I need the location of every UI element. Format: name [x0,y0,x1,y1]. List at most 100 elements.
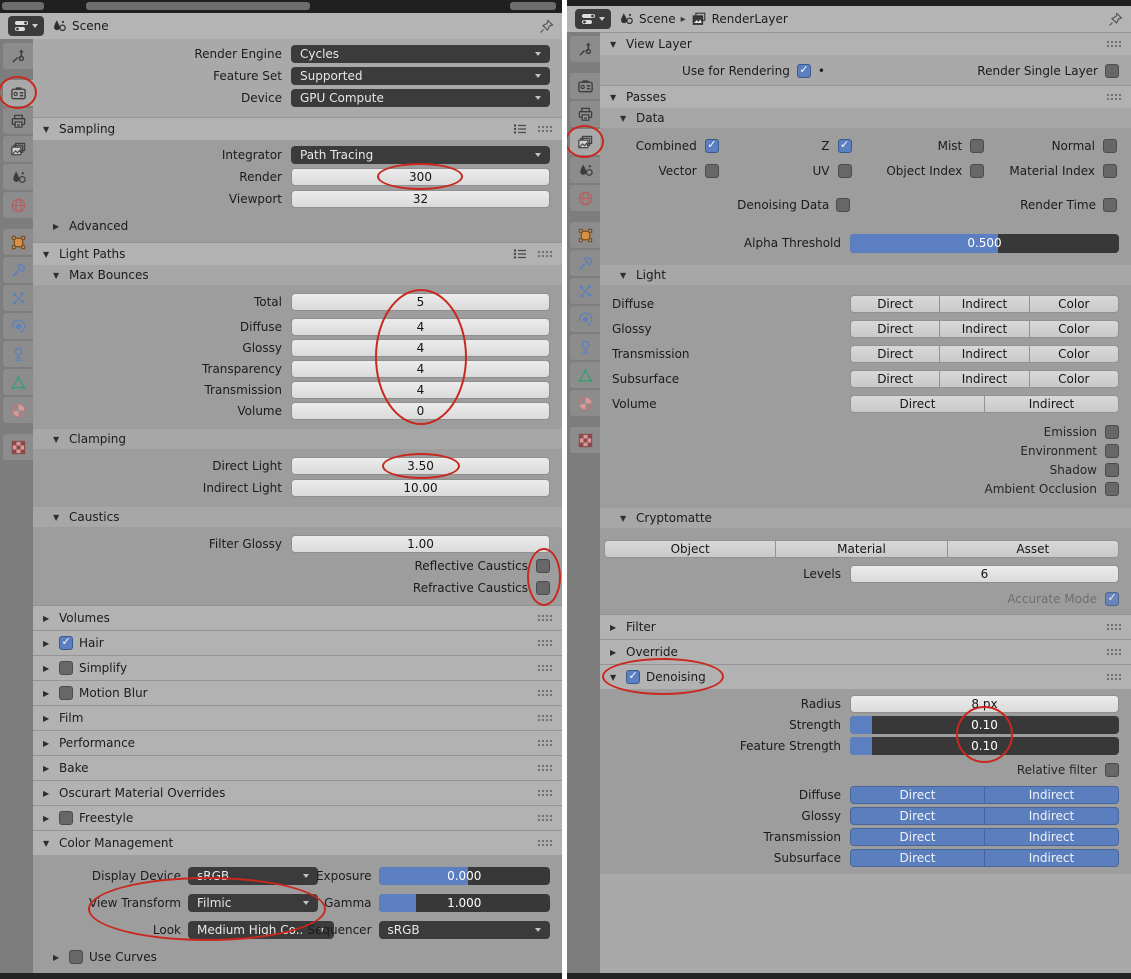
transparency-bounces-field[interactable]: 4 [291,360,550,378]
subsurface-direct-button[interactable]: Direct [850,369,941,388]
normal-checkbox[interactable] [1103,139,1117,153]
transmission-bounces-field[interactable]: 4 [291,381,550,399]
render-single-layer-checkbox[interactable] [1105,64,1119,78]
simplify-panel-header[interactable]: ▶ Simplify [33,655,562,680]
tab-view-layer-properties[interactable] [3,136,33,162]
tab-modifier-properties[interactable] [3,257,33,283]
tab-object-properties[interactable] [3,229,33,255]
drag-grip-icon[interactable] [537,125,552,133]
device-select[interactable]: GPU Compute [291,89,550,107]
integrator-select[interactable]: Path Tracing [291,146,550,164]
caustics-subpanel-header[interactable]: ▼ Caustics [33,507,562,527]
drag-grip-icon[interactable] [537,739,552,747]
diffuse-color-button[interactable]: Color [1028,294,1119,313]
clamping-subpanel-header[interactable]: ▼ Clamping [33,429,562,449]
drag-grip-icon[interactable] [1106,623,1121,631]
drag-grip-icon[interactable] [537,664,552,672]
tab-object-data-properties[interactable] [570,362,600,388]
tab-particle-properties[interactable] [3,285,33,311]
diffuse-bounces-field[interactable]: 4 [291,318,550,336]
filter-glossy-field[interactable]: 1.00 [291,535,550,553]
total-field[interactable]: 5 [291,293,550,311]
tab-tool[interactable] [3,43,33,69]
tab-texture-properties[interactable] [3,434,33,460]
feature-set-select[interactable]: Supported [291,67,550,85]
tab-material-properties[interactable] [570,390,600,416]
extras-dot[interactable]: • [817,64,825,78]
volume-bounces-field[interactable]: 0 [291,402,550,420]
denoise-transmission-indirect-button[interactable]: Indirect [984,828,1119,846]
diffuse-direct-button[interactable]: Direct [850,294,941,313]
tab-tool[interactable] [570,36,600,62]
accurate-mode-checkbox[interactable] [1105,591,1119,606]
render-engine-select[interactable]: Cycles [291,45,550,63]
tab-particle-properties[interactable] [570,278,600,304]
tab-constraint-properties[interactable] [570,334,600,360]
drag-grip-icon[interactable] [537,250,552,258]
pin-icon[interactable] [1108,11,1123,27]
drag-grip-icon[interactable] [1106,673,1121,681]
drag-grip-icon[interactable] [537,789,552,797]
film-panel-header[interactable]: ▶ Film [33,705,562,730]
tab-world-properties[interactable] [3,192,33,218]
samples-viewport-field[interactable]: 32 [291,190,550,208]
samples-render-field[interactable]: 300 [291,168,550,186]
data-subpanel-header[interactable]: ▼ Data [600,108,1131,128]
drag-grip-icon[interactable] [537,614,552,622]
filter-panel-header[interactable]: ▶ Filter [600,614,1131,639]
tab-constraint-properties[interactable] [3,341,33,367]
z-checkbox[interactable] [837,138,852,153]
simplify-checkbox[interactable] [59,661,73,675]
render-time-checkbox[interactable] [1103,198,1117,212]
use-for-rendering-checkbox[interactable] [796,63,811,78]
tab-modifier-properties[interactable] [570,250,600,276]
cryptomatte-subpanel-header[interactable]: ▼ Cryptomatte [600,508,1131,528]
volume-indirect-button[interactable]: Indirect [984,394,1119,413]
light-subpanel-header[interactable]: ▼ Light [600,265,1131,285]
denoise-glossy-indirect-button[interactable]: Indirect [984,807,1119,825]
passes-panel-header[interactable]: ▼ Passes [600,85,1131,108]
strength-slider[interactable]: 0.10 [850,716,1119,734]
combined-checkbox[interactable] [704,138,719,153]
alpha-threshold-slider[interactable]: 0.500 [850,233,1119,253]
tab-material-properties[interactable] [3,397,33,423]
bake-panel-header[interactable]: ▶ Bake [33,755,562,780]
tab-output-properties[interactable] [570,101,600,127]
motion-blur-checkbox[interactable] [59,686,73,700]
display-device-select[interactable]: sRGB [188,867,318,885]
oscurart-material-overrides-panel-header[interactable]: ▶ Oscurart Material Overrides [33,780,562,805]
relative-filter-checkbox[interactable] [1105,762,1119,777]
denoise-subsurface-direct-button[interactable]: Direct [850,849,985,867]
tab-render-properties[interactable] [570,73,600,99]
drag-grip-icon[interactable] [537,639,552,647]
subsurface-indirect-button[interactable]: Indirect [939,369,1030,388]
freestyle-panel-header[interactable]: ▶ Freestyle [33,805,562,830]
tab-scene-properties[interactable] [570,157,600,183]
tab-object-properties[interactable] [570,222,600,248]
denoise-glossy-direct-button[interactable]: Direct [850,807,985,825]
glossy-indirect-button[interactable]: Indirect [939,319,1030,338]
diffuse-indirect-button[interactable]: Indirect [939,294,1030,313]
tab-object-data-properties[interactable] [3,369,33,395]
indirect-light-field[interactable]: 10.00 [291,479,550,497]
direct-light-field[interactable]: 3.50 [291,457,550,475]
exposure-slider[interactable]: 0.000 [378,867,550,885]
refractive-caustics-checkbox[interactable] [536,581,550,595]
denoising-checkbox[interactable] [626,669,640,684]
light-paths-panel-header[interactable]: ▼ Light Paths [33,242,562,265]
sampling-panel-header[interactable]: ▼ Sampling [33,117,562,140]
transmission-color-button[interactable]: Color [1028,344,1119,363]
volumes-panel-header[interactable]: ▶ Volumes [33,605,562,630]
view-layer-panel-header[interactable]: ▼ View Layer [600,32,1131,55]
reflective-caustics-checkbox[interactable] [536,559,550,573]
tab-output-properties[interactable] [3,108,33,134]
tab-physics-properties[interactable] [570,306,600,332]
mist-checkbox[interactable] [970,139,985,153]
editor-type-button[interactable] [575,9,611,29]
drag-grip-icon[interactable] [537,764,552,772]
hair-panel-header[interactable]: ▶ Hair [33,630,562,655]
editor-type-button[interactable] [8,16,44,36]
tab-physics-properties[interactable] [3,313,33,339]
presets-icon[interactable] [513,248,527,260]
tab-render-properties[interactable] [0,76,37,109]
